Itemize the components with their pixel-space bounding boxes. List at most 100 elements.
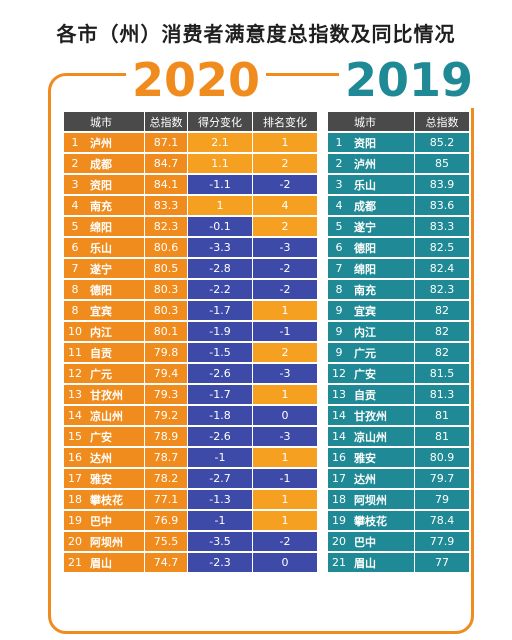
rank-change-cell: 1	[252, 448, 317, 467]
score-cell: 87.1	[144, 133, 187, 152]
city-cell: 内江	[350, 322, 414, 341]
score-change-cell: -2.2	[187, 280, 252, 299]
table-row: 18 攀枝花 77.1 -1.3 1	[64, 490, 317, 509]
header-score-change: 得分变化	[187, 112, 252, 131]
table-row: 7 绵阳 82.4	[328, 259, 469, 278]
city-cell: 广元	[350, 343, 414, 362]
table-row: 20 阿坝州 75.5 -3.5 -2	[64, 532, 317, 551]
city-cell: 绵阳	[86, 217, 144, 236]
score-change-cell: 1	[187, 196, 252, 215]
table-row: 5 绵阳 82.3 -0.1 2	[64, 217, 317, 236]
rank-cell: 1	[64, 133, 86, 152]
rank-cell: 14	[328, 427, 350, 446]
rank-cell: 21	[328, 553, 350, 572]
rank-cell: 8	[64, 301, 86, 320]
rank-cell: 5	[328, 217, 350, 236]
score-cell: 85	[414, 154, 469, 173]
score-cell: 82.5	[414, 238, 469, 257]
score-cell: 82.4	[414, 259, 469, 278]
score-change-cell: -1.8	[187, 406, 252, 425]
city-cell: 南充	[350, 280, 414, 299]
rank-cell: 3	[328, 175, 350, 194]
city-cell: 攀枝花	[86, 490, 144, 509]
rank-change-cell: -2	[252, 175, 317, 194]
city-cell: 泸州	[86, 133, 144, 152]
city-cell: 成都	[350, 196, 414, 215]
score-cell: 78.9	[144, 427, 187, 446]
table-row: 3 资阳 84.1 -1.1 -2	[64, 175, 317, 194]
rank-cell: 1	[328, 133, 350, 152]
score-cell: 79.7	[414, 469, 469, 488]
rank-cell: 21	[64, 553, 86, 572]
table-row: 2 成都 84.7 1.1 2	[64, 154, 317, 173]
score-cell: 80.1	[144, 322, 187, 341]
city-cell: 绵阳	[350, 259, 414, 278]
rank-cell: 10	[64, 322, 86, 341]
score-cell: 77.1	[144, 490, 187, 509]
score-cell: 84.1	[144, 175, 187, 194]
city-cell: 乐山	[86, 238, 144, 257]
city-cell: 宜宾	[350, 301, 414, 320]
rank-cell: 11	[64, 343, 86, 362]
city-cell: 资阳	[86, 175, 144, 194]
rank-change-cell: -2	[252, 532, 317, 551]
score-change-cell: -1	[187, 511, 252, 530]
table-row: 7 遂宁 80.5 -2.8 -2	[64, 259, 317, 278]
table-row: 10 内江 80.1 -1.9 -1	[64, 322, 317, 341]
city-cell: 眉山	[86, 553, 144, 572]
score-change-cell: -1.7	[187, 385, 252, 404]
table-row: 17 达州 79.7	[328, 469, 469, 488]
score-cell: 80.9	[414, 448, 469, 467]
table-row: 9 内江 82	[328, 322, 469, 341]
rank-change-cell: 2	[252, 343, 317, 362]
city-cell: 乐山	[350, 175, 414, 194]
score-change-cell: -2.6	[187, 364, 252, 383]
rank-change-cell: 1	[252, 385, 317, 404]
rank-cell: 2	[64, 154, 86, 173]
header-city: 城市	[86, 112, 144, 131]
rank-change-cell: -1	[252, 469, 317, 488]
rank-change-cell: 1	[252, 490, 317, 509]
score-cell: 85.2	[414, 133, 469, 152]
city-cell: 自贡	[350, 385, 414, 404]
score-change-cell: -2.7	[187, 469, 252, 488]
table-row: 13 自贡 81.3	[328, 385, 469, 404]
city-cell: 阿坝州	[86, 532, 144, 551]
rank-change-cell: -3	[252, 364, 317, 383]
city-cell: 巴中	[86, 511, 144, 530]
score-cell: 77.9	[414, 532, 469, 551]
rank-change-cell: -1	[252, 322, 317, 341]
rank-cell: 7	[64, 259, 86, 278]
table-row: 17 雅安 78.2 -2.7 -1	[64, 469, 317, 488]
score-cell: 80.3	[144, 280, 187, 299]
header-rank-change: 排名变化	[252, 112, 317, 131]
rank-cell: 2	[328, 154, 350, 173]
rank-change-cell: 1	[252, 133, 317, 152]
table-row: 8 宜宾 80.3 -1.7 1	[64, 301, 317, 320]
score-cell: 81	[414, 406, 469, 425]
score-cell: 78.7	[144, 448, 187, 467]
page-title: 各市（州）消费者满意度总指数及同比情况	[56, 22, 456, 46]
score-cell: 81	[414, 427, 469, 446]
score-change-cell: -1.1	[187, 175, 252, 194]
rank-change-cell: 1	[252, 301, 317, 320]
score-change-cell: -2.8	[187, 259, 252, 278]
table-row: 11 自贡 79.8 -1.5 2	[64, 343, 317, 362]
table-row: 20 巴中 77.9	[328, 532, 469, 551]
rank-cell: 9	[328, 322, 350, 341]
year-2020-heading: 2020	[126, 52, 267, 108]
city-cell: 德阳	[86, 280, 144, 299]
rank-cell: 19	[328, 511, 350, 530]
table-row: 19 攀枝花 78.4	[328, 511, 469, 530]
score-cell: 82	[414, 301, 469, 320]
score-cell: 78.4	[414, 511, 469, 530]
header-score: 总指数	[414, 112, 469, 131]
rank-change-cell: 2	[252, 154, 317, 173]
score-cell: 83.3	[414, 217, 469, 236]
table-row: 2 泸州 85	[328, 154, 469, 173]
score-cell: 83.6	[414, 196, 469, 215]
rank-cell: 13	[328, 385, 350, 404]
rank-cell: 8	[64, 280, 86, 299]
rank-cell: 4	[64, 196, 86, 215]
score-cell: 79.2	[144, 406, 187, 425]
